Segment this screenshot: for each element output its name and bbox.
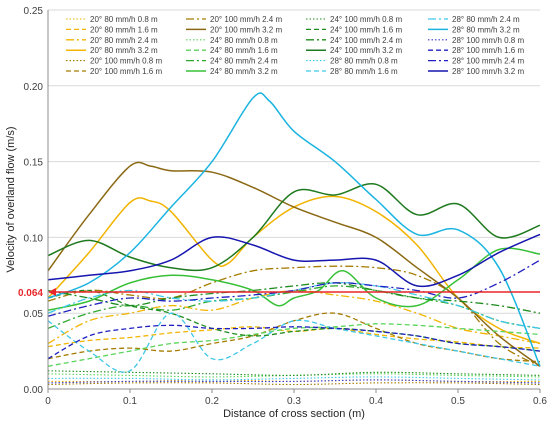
series-line-11: [48, 248, 540, 310]
legend-label: 20° 100 mm/h 1.6 m: [90, 67, 162, 76]
legend-label: 28° 100 mm/h 3.2 m: [452, 67, 524, 76]
x-tick-label: 0.2: [205, 396, 219, 407]
series-line-16: [48, 377, 540, 380]
legend-label: 20° 100 mm/h 0.8 m: [90, 57, 162, 66]
legend-label: 20° 80 mm/h 3.2 m: [90, 46, 158, 55]
legend-label: 20° 100 mm/h 3.2 m: [210, 25, 282, 34]
x-tick-label: 0.4: [369, 396, 383, 407]
legend-label: 24° 80 mm/h 3.2 m: [210, 67, 278, 76]
legend-label: 24° 80 mm/h 1.6 m: [210, 46, 278, 55]
y-tick-label: 0.10: [24, 233, 44, 244]
x-tick-label: 0.3: [287, 396, 301, 407]
legend-label: 24° 80 mm/h 0.8 m: [210, 36, 278, 45]
legend-label: 28° 80 mm/h 2.4 m: [452, 15, 520, 24]
legend-label: 20° 80 mm/h 0.8 m: [90, 15, 158, 24]
y-tick-label: 0.05: [24, 309, 44, 320]
legend-label: 28° 100 mm/h 2.4 m: [452, 57, 524, 66]
legend-label: 24° 100 mm/h 1.6 m: [330, 25, 402, 34]
y-axis-title: Velocity of overland flow (m/s): [5, 126, 17, 272]
series-line-7: [48, 162, 540, 366]
series-line-4: [48, 383, 540, 385]
series-lines: [48, 93, 540, 385]
series-line-19: [48, 93, 540, 366]
legend-label: 28° 80 mm/h 0.8 m: [330, 57, 398, 66]
series-line-20: [48, 380, 540, 383]
legend-label: 28° 100 mm/h 1.6 m: [452, 46, 524, 55]
series-line-5: [48, 313, 540, 362]
y-tick-label: 0.25: [24, 6, 44, 17]
y-tick-label: 0.00: [24, 385, 44, 396]
x-tick-label: 0.6: [533, 396, 547, 407]
x-tick-label: 0: [45, 396, 51, 407]
legend-label: 24° 100 mm/h 3.2 m: [330, 46, 402, 55]
y-tick-label: 0.20: [24, 82, 44, 93]
legend-label: 24° 80 mm/h 2.4 m: [210, 57, 278, 66]
threshold-label: 0.064: [18, 288, 43, 299]
legend-label: 20° 80 mm/h 1.6 m: [90, 25, 158, 34]
x-tick-label: 0.1: [123, 396, 137, 407]
legend-label: 28° 100 mm/h 0.8 m: [452, 36, 524, 45]
series-line-15: [48, 184, 540, 271]
legend-label: 20° 80 mm/h 2.4 m: [90, 36, 158, 45]
legend-label: 28° 80 mm/h 1.6 m: [330, 67, 398, 76]
legend-label: 20° 100 mm/h 2.4 m: [210, 15, 282, 24]
legend-label: 24° 100 mm/h 2.4 m: [330, 36, 402, 45]
legend: 20° 80 mm/h 0.8 m20° 80 mm/h 1.6 m 20° 80…: [66, 15, 524, 76]
legend-label: 24° 100 mm/h 0.8 m: [330, 15, 402, 24]
x-axis-title: Distance of cross section (m): [223, 408, 365, 420]
threshold-arrow: [48, 288, 56, 296]
series-line-6: [48, 266, 540, 366]
y-tick-label: 0.15: [24, 158, 44, 169]
legend-label: 28° 80 mm/h 3.2 m: [452, 25, 520, 34]
x-tick-label: 0.5: [451, 396, 465, 407]
